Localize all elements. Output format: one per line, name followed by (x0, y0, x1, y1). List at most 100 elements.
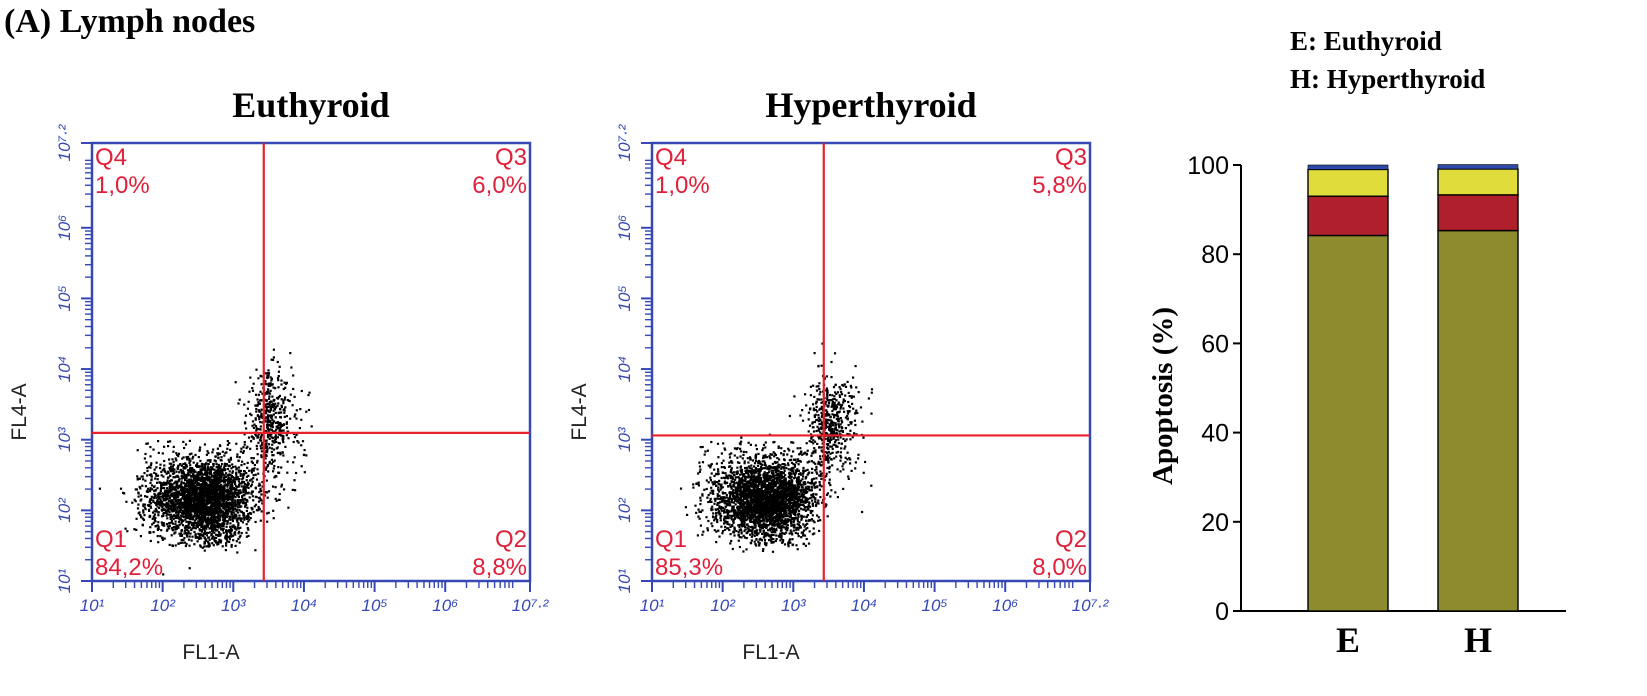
event-dot (288, 400, 291, 403)
event-dot (222, 525, 225, 528)
event-dot (175, 492, 178, 495)
event-dot (249, 516, 252, 520)
event-dot (244, 502, 247, 505)
event-dot (157, 541, 160, 544)
event-dot (743, 502, 746, 506)
quadrant-value: 6,0% (472, 172, 527, 199)
event-dot (205, 534, 208, 537)
event-dot (283, 488, 286, 491)
event-dot (167, 481, 170, 484)
event-dot (272, 460, 275, 463)
event-dot (261, 415, 264, 418)
event-dot (744, 512, 747, 515)
event-dot (274, 436, 277, 439)
event-dot (798, 526, 801, 529)
event-dot (213, 538, 216, 541)
event-dot (235, 467, 238, 470)
event-dot (155, 466, 158, 469)
event-dot (179, 501, 182, 504)
event-dot (282, 454, 285, 457)
event-dot (818, 529, 821, 532)
event-dot (250, 457, 253, 460)
event-dot (802, 471, 805, 474)
event-dot (209, 470, 212, 473)
event-dot (243, 463, 246, 466)
event-dot (747, 528, 750, 531)
event-dot (180, 472, 184, 475)
event-dot (307, 394, 310, 397)
event-dot (802, 515, 805, 518)
event-dot (146, 504, 150, 507)
event-dot (242, 450, 245, 453)
event-dot (205, 493, 208, 496)
event-dot (139, 535, 142, 538)
event-dot (159, 498, 162, 501)
event-dot (239, 472, 242, 475)
event-dot (202, 534, 205, 537)
event-dot (183, 532, 186, 535)
event-dot (168, 495, 171, 498)
event-dot (248, 469, 251, 472)
event-dot (247, 534, 250, 537)
event-dot (268, 397, 271, 400)
event-dot (234, 531, 237, 534)
event-dot (189, 467, 192, 470)
event-dot (210, 507, 213, 510)
event-dot (186, 494, 189, 497)
event-dot (149, 531, 152, 534)
event-dot (783, 450, 786, 453)
event-dot (209, 466, 212, 469)
event-dot (284, 386, 287, 389)
event-dot (231, 471, 234, 474)
event-dot (796, 485, 799, 488)
event-dot (243, 433, 246, 436)
event-dot (175, 452, 178, 455)
event-dot (184, 503, 188, 506)
event-dot (256, 468, 259, 471)
event-dot (784, 474, 787, 477)
event-dot (252, 382, 255, 385)
event-dot (170, 488, 173, 491)
event-dot (225, 529, 228, 532)
event-dot (192, 523, 195, 527)
event-dot (267, 388, 270, 391)
event-dot (166, 505, 169, 508)
event-dot (282, 436, 285, 439)
event-dot (245, 492, 248, 495)
event-dot (265, 479, 268, 482)
event-dot (146, 467, 149, 470)
event-dot (175, 527, 178, 530)
event-dot (211, 535, 214, 538)
event-dot (216, 447, 219, 450)
event-dot (149, 539, 152, 543)
event-dot (187, 498, 191, 501)
event-dot (730, 476, 733, 479)
event-dot (202, 517, 205, 520)
event-dot (266, 374, 269, 377)
event-dot (238, 456, 241, 459)
event-dot (216, 452, 219, 455)
event-dot (804, 486, 807, 489)
event-dot (205, 453, 208, 456)
event-dot (169, 440, 172, 443)
event-dot (187, 512, 190, 515)
event-dot (184, 484, 187, 487)
event-dot (201, 528, 205, 531)
event-dot (253, 467, 256, 470)
event-dot (219, 526, 222, 529)
event-dot (788, 532, 791, 535)
event-dot (804, 523, 807, 526)
y-tick-label: 10⁴ (55, 356, 74, 382)
event-dot (264, 468, 267, 471)
event-dot (783, 515, 786, 518)
event-dot (180, 520, 184, 523)
event-dot (772, 527, 775, 530)
event-dot (223, 520, 226, 523)
event-dot (123, 492, 126, 495)
event-dot (264, 491, 267, 494)
event-dot (198, 533, 201, 537)
event-dot (233, 478, 236, 481)
event-dot (228, 464, 231, 467)
event-dot (206, 489, 209, 493)
event-dot (148, 489, 151, 492)
